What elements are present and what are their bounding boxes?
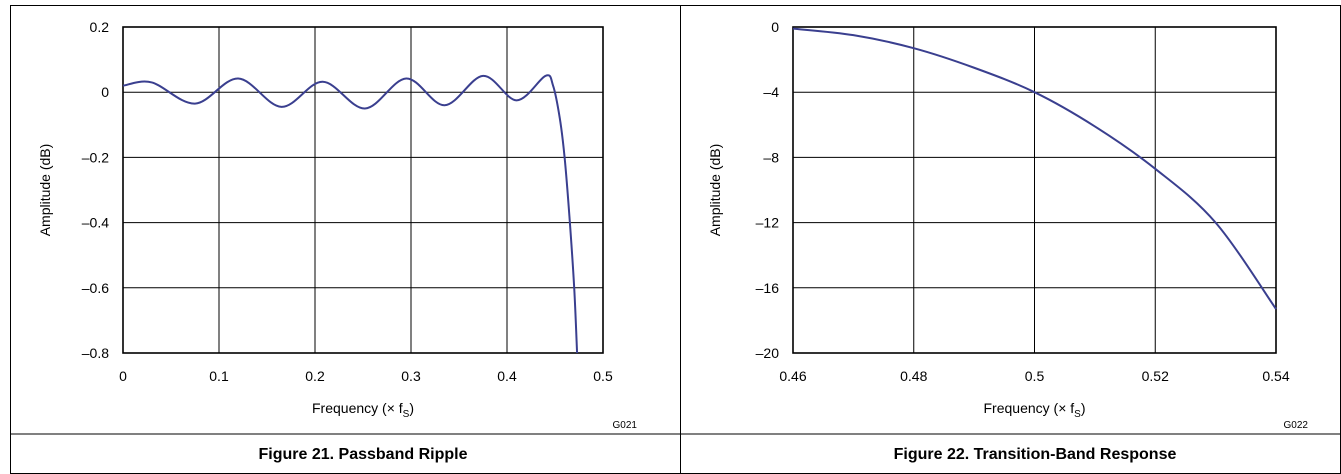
x-tick-label: 0.48 (900, 368, 927, 384)
figure-code: G022 (1284, 420, 1309, 431)
y-tick-label: –20 (756, 345, 780, 361)
series-line (792, 27, 1277, 310)
x-tick-label: 0.52 (1142, 368, 1169, 384)
x-tick-label: 0.2 (305, 368, 325, 384)
x-tick-label: 0.5 (593, 368, 613, 384)
y-axis-label: Amplitude (dB) (707, 144, 723, 237)
x-tick-label: 0.46 (779, 368, 806, 384)
y-tick-label: 0.2 (90, 19, 110, 35)
x-axis-label: Frequency (× fS) (312, 400, 414, 420)
y-tick-label: –12 (756, 215, 780, 231)
figure-divider (680, 5, 681, 474)
y-tick-label: –8 (763, 149, 779, 165)
y-axis-label: Amplitude (dB) (37, 144, 53, 237)
y-tick-label: 0 (101, 84, 109, 100)
y-tick-label: 0 (771, 19, 779, 35)
y-tick-label: –0.6 (82, 280, 109, 296)
x-tick-label: 0.3 (401, 368, 421, 384)
series-line (122, 74, 579, 354)
y-tick-label: –0.4 (82, 215, 109, 231)
y-tick-label: –0.8 (82, 345, 109, 361)
x-tick-label: 0.1 (209, 368, 229, 384)
plot-frame (792, 26, 1277, 354)
y-tick-label: –4 (763, 84, 779, 100)
x-axis-label: Frequency (× fS) (984, 400, 1086, 420)
plot-frame (122, 26, 604, 354)
y-tick-label: –16 (756, 280, 780, 296)
x-tick-label: 0.54 (1262, 368, 1289, 384)
x-tick-label: 0 (119, 368, 127, 384)
figure-code: G021 (613, 420, 638, 431)
figure-caption: Figure 22. Transition-Band Response (894, 446, 1177, 463)
figure-caption: Figure 21. Passband Ripple (259, 446, 468, 463)
y-tick-label: –0.2 (82, 149, 109, 165)
x-tick-label: 0.5 (1025, 368, 1045, 384)
x-tick-label: 0.4 (497, 368, 517, 384)
